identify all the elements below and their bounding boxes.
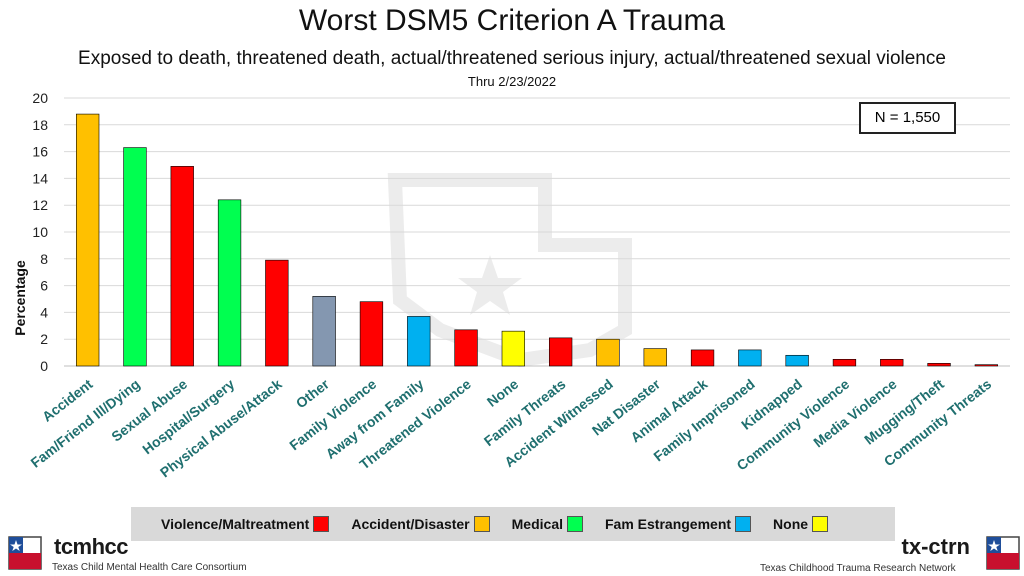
x-tick-label: None: [484, 376, 522, 410]
tx-ctrn-logo: tx-ctrn Texas Childhood Trauma Research …: [760, 530, 1024, 576]
legend-label: None: [773, 516, 809, 532]
x-tick-label: Mugging/Theft: [861, 376, 947, 448]
legend-swatch: [735, 516, 752, 532]
bar: [217, 199, 242, 367]
bar: [548, 337, 573, 367]
y-tick-label: 10: [32, 224, 48, 240]
texas-flag-icon: [986, 536, 1020, 570]
y-tick-label: 6: [40, 278, 48, 294]
legend-item-medical: Medical: [512, 516, 583, 532]
left-logo-name: tcmhcc: [54, 534, 129, 559]
legend-swatch: [567, 516, 583, 532]
bar: [359, 301, 384, 367]
y-tick-label: 4: [40, 304, 48, 320]
legend-item-none: None: [773, 516, 829, 532]
x-tick-label: Media Violence: [810, 376, 900, 451]
bar: [501, 330, 526, 367]
legend-item-accident: Accident/Disaster: [351, 516, 490, 532]
bar: [407, 316, 431, 367]
legend: Violence/Maltreatment Accident/Disaster …: [131, 507, 895, 541]
bar: [123, 147, 147, 367]
legend-item-fam-estrangement: Fam Estrangement: [605, 516, 752, 532]
bar: [265, 259, 289, 367]
y-tick-label: 12: [32, 197, 48, 213]
legend-label: Accident/Disaster: [351, 516, 470, 532]
bar: [690, 349, 715, 367]
legend-label: Violence/Maltreatment: [161, 516, 310, 532]
bars: [75, 113, 999, 367]
chart-date: Thru 2/23/2022: [467, 74, 557, 89]
bar: [75, 113, 100, 367]
right-logo-subtitle: Texas Childhood Trauma Research Network: [760, 563, 956, 574]
bar: [454, 329, 478, 367]
legend-swatch: [812, 516, 829, 532]
x-tick-label: Other: [293, 375, 333, 411]
bar: [170, 166, 194, 367]
chart-title: Worst DSM5 Criterion A Trauma: [298, 4, 726, 37]
legend-label: Fam Estrangement: [605, 516, 732, 532]
bar: [832, 358, 857, 367]
bar: [880, 358, 904, 367]
bar: [974, 364, 999, 367]
bar: [643, 348, 667, 367]
y-tick-label: 16: [32, 144, 48, 160]
bar: [785, 354, 809, 367]
y-axis-label: Percentage: [12, 260, 28, 336]
legend-swatch: [473, 516, 490, 532]
y-tick-label: 20: [32, 90, 48, 106]
y-tick-label: 14: [32, 170, 48, 186]
left-logo-subtitle: Texas Child Mental Health Care Consortiu…: [52, 562, 247, 573]
bar: [738, 349, 762, 367]
texas-flag-icon: [8, 536, 42, 570]
right-logo-name: tx-ctrn: [901, 534, 970, 559]
y-axis-ticks: 0 2 4 6 8 10 12 14 16 18 20: [32, 90, 48, 374]
y-tick-label: 18: [32, 117, 48, 133]
bar: [596, 338, 620, 367]
chart-subtitle: Exposed to death, threatened death, actu…: [78, 48, 946, 69]
bar: [312, 296, 336, 367]
y-tick-label: 0: [40, 358, 48, 374]
y-tick-label: 8: [40, 251, 48, 267]
legend-item-violence: Violence/Maltreatment: [161, 516, 330, 532]
legend-label: Medical: [511, 516, 563, 532]
legend-swatch: [313, 516, 330, 532]
grid-lines: [64, 97, 1010, 367]
y-tick-label: 2: [40, 331, 48, 347]
bar: [927, 363, 951, 367]
tcmhcc-logo: tcmhcc Texas Child Mental Health Care Co…: [8, 530, 247, 576]
sample-size-box: N = 1,550: [859, 102, 956, 134]
